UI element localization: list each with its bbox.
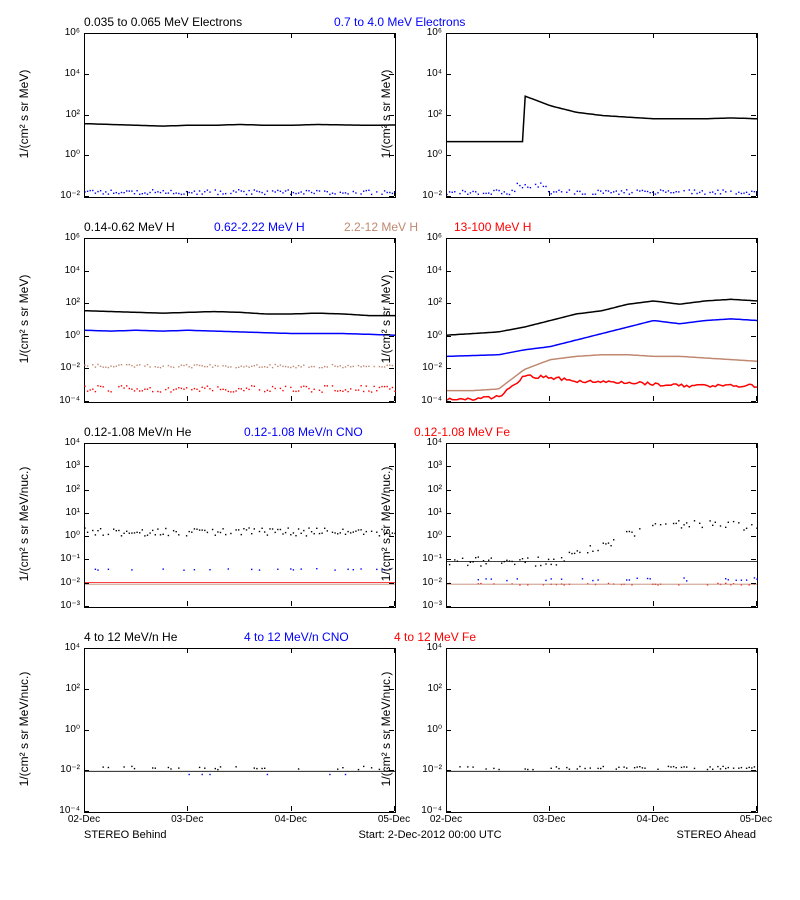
y-tick-label: 10³	[46, 460, 80, 471]
y-axis-label: 1/(cm² s sr MeV/nuc.)	[379, 464, 393, 584]
y-tick-label: 10⁻²	[408, 577, 442, 588]
plot-panel-r2-c0	[84, 443, 396, 608]
y-tick-label: 10⁴	[408, 642, 442, 653]
plot-panel-r2-c1	[446, 443, 758, 608]
x-tick-label: 04-Dec	[628, 814, 678, 825]
y-tick-label: 10¹	[408, 507, 442, 518]
y-tick-label: 10⁶	[46, 232, 80, 243]
legend-item: 0.12-1.08 MeV/n He	[84, 425, 191, 439]
footer-center: Start: 2-Dec-2012 00:00 UTC	[300, 829, 560, 841]
y-axis-label: 1/(cm² s sr MeV)	[379, 259, 393, 379]
x-tick-label: 03-Dec	[162, 814, 212, 825]
y-tick-label: 10⁶	[408, 27, 442, 38]
y-axis-label: 1/(cm² s sr MeV/nuc.)	[17, 669, 31, 789]
y-tick-label: 10⁻³	[46, 600, 80, 611]
y-tick-label: 10²	[408, 109, 442, 120]
y-tick-label: 10⁰	[46, 724, 80, 735]
y-axis-label: 1/(cm² s sr MeV)	[17, 259, 31, 379]
y-tick-label: 10⁻²	[408, 362, 442, 373]
x-tick-label: 05-Dec	[731, 814, 781, 825]
legend-item: 0.62-2.22 MeV H	[214, 220, 305, 234]
legend-item: 4 to 12 MeV/n CNO	[244, 630, 349, 644]
y-tick-label: 10⁰	[408, 724, 442, 735]
y-axis-label: 1/(cm² s sr MeV/nuc.)	[379, 669, 393, 789]
figure-root: 0.035 to 0.065 MeV Electrons 0.7 to 4.0 M…	[0, 0, 800, 900]
y-tick-label: 10⁻²	[408, 190, 442, 201]
y-axis-label: 1/(cm² s sr MeV)	[379, 54, 393, 174]
y-tick-label: 10²	[408, 484, 442, 495]
y-tick-label: 10⁻³	[408, 600, 442, 611]
y-tick-label: 10⁰	[408, 330, 442, 341]
legend-item: 0.14-0.62 MeV H	[84, 220, 175, 234]
y-tick-label: 10⁰	[46, 149, 80, 160]
legend-item: 0.035 to 0.065 MeV Electrons	[84, 15, 242, 29]
y-tick-label: 10³	[408, 460, 442, 471]
y-tick-label: 10⁰	[408, 530, 442, 541]
y-tick-label: 10⁰	[46, 330, 80, 341]
plot-panel-r3-c1	[446, 648, 758, 813]
footer-right: STEREO Ahead	[666, 829, 756, 841]
legend-item: 13-100 MeV H	[454, 220, 531, 234]
y-tick-label: 10¹	[46, 507, 80, 518]
y-tick-label: 10⁻²	[46, 362, 80, 373]
y-tick-label: 10²	[46, 683, 80, 694]
y-tick-label: 10⁻⁴	[46, 395, 80, 406]
plot-panel-r1-c1	[446, 238, 758, 403]
y-tick-label: 10⁴	[408, 265, 442, 276]
footer-left: STEREO Behind	[84, 829, 167, 841]
y-axis-label: 1/(cm² s sr MeV/nuc.)	[17, 464, 31, 584]
plot-panel-r0-c1	[446, 33, 758, 198]
legend-item: 4 to 12 MeV/n He	[84, 630, 177, 644]
y-tick-label: 10⁴	[408, 68, 442, 79]
y-tick-label: 10⁶	[46, 27, 80, 38]
legend-item: 0.12-1.08 MeV/n CNO	[244, 425, 363, 439]
y-tick-label: 10²	[46, 484, 80, 495]
y-tick-label: 10⁴	[46, 642, 80, 653]
y-tick-label: 10⁻⁴	[408, 395, 442, 406]
y-tick-label: 10⁻²	[46, 190, 80, 201]
x-tick-label: 04-Dec	[266, 814, 316, 825]
y-tick-label: 10⁻²	[408, 764, 442, 775]
y-tick-label: 10⁰	[46, 530, 80, 541]
y-tick-label: 10⁴	[46, 437, 80, 448]
y-tick-label: 10⁻¹	[46, 553, 80, 564]
y-axis-label: 1/(cm² s sr MeV)	[17, 54, 31, 174]
plot-panel-r0-c0	[84, 33, 396, 198]
x-tick-label: 02-Dec	[59, 814, 109, 825]
y-tick-label: 10²	[408, 683, 442, 694]
y-tick-label: 10²	[408, 297, 442, 308]
legend-item: 2.2-12 MeV H	[344, 220, 418, 234]
y-tick-label: 10⁴	[46, 265, 80, 276]
y-tick-label: 10⁴	[46, 68, 80, 79]
y-tick-label: 10²	[46, 297, 80, 308]
y-tick-label: 10⁻²	[46, 764, 80, 775]
y-tick-label: 10⁻²	[46, 577, 80, 588]
y-tick-label: 10⁰	[408, 149, 442, 160]
y-tick-label: 10⁻¹	[408, 553, 442, 564]
x-tick-label: 03-Dec	[524, 814, 574, 825]
legend-item: 0.7 to 4.0 MeV Electrons	[334, 15, 465, 29]
y-tick-label: 10⁴	[408, 437, 442, 448]
x-tick-label: 02-Dec	[421, 814, 471, 825]
y-tick-label: 10⁶	[408, 232, 442, 243]
y-tick-label: 10²	[46, 109, 80, 120]
plot-panel-r1-c0	[84, 238, 396, 403]
plot-panel-r3-c0	[84, 648, 396, 813]
